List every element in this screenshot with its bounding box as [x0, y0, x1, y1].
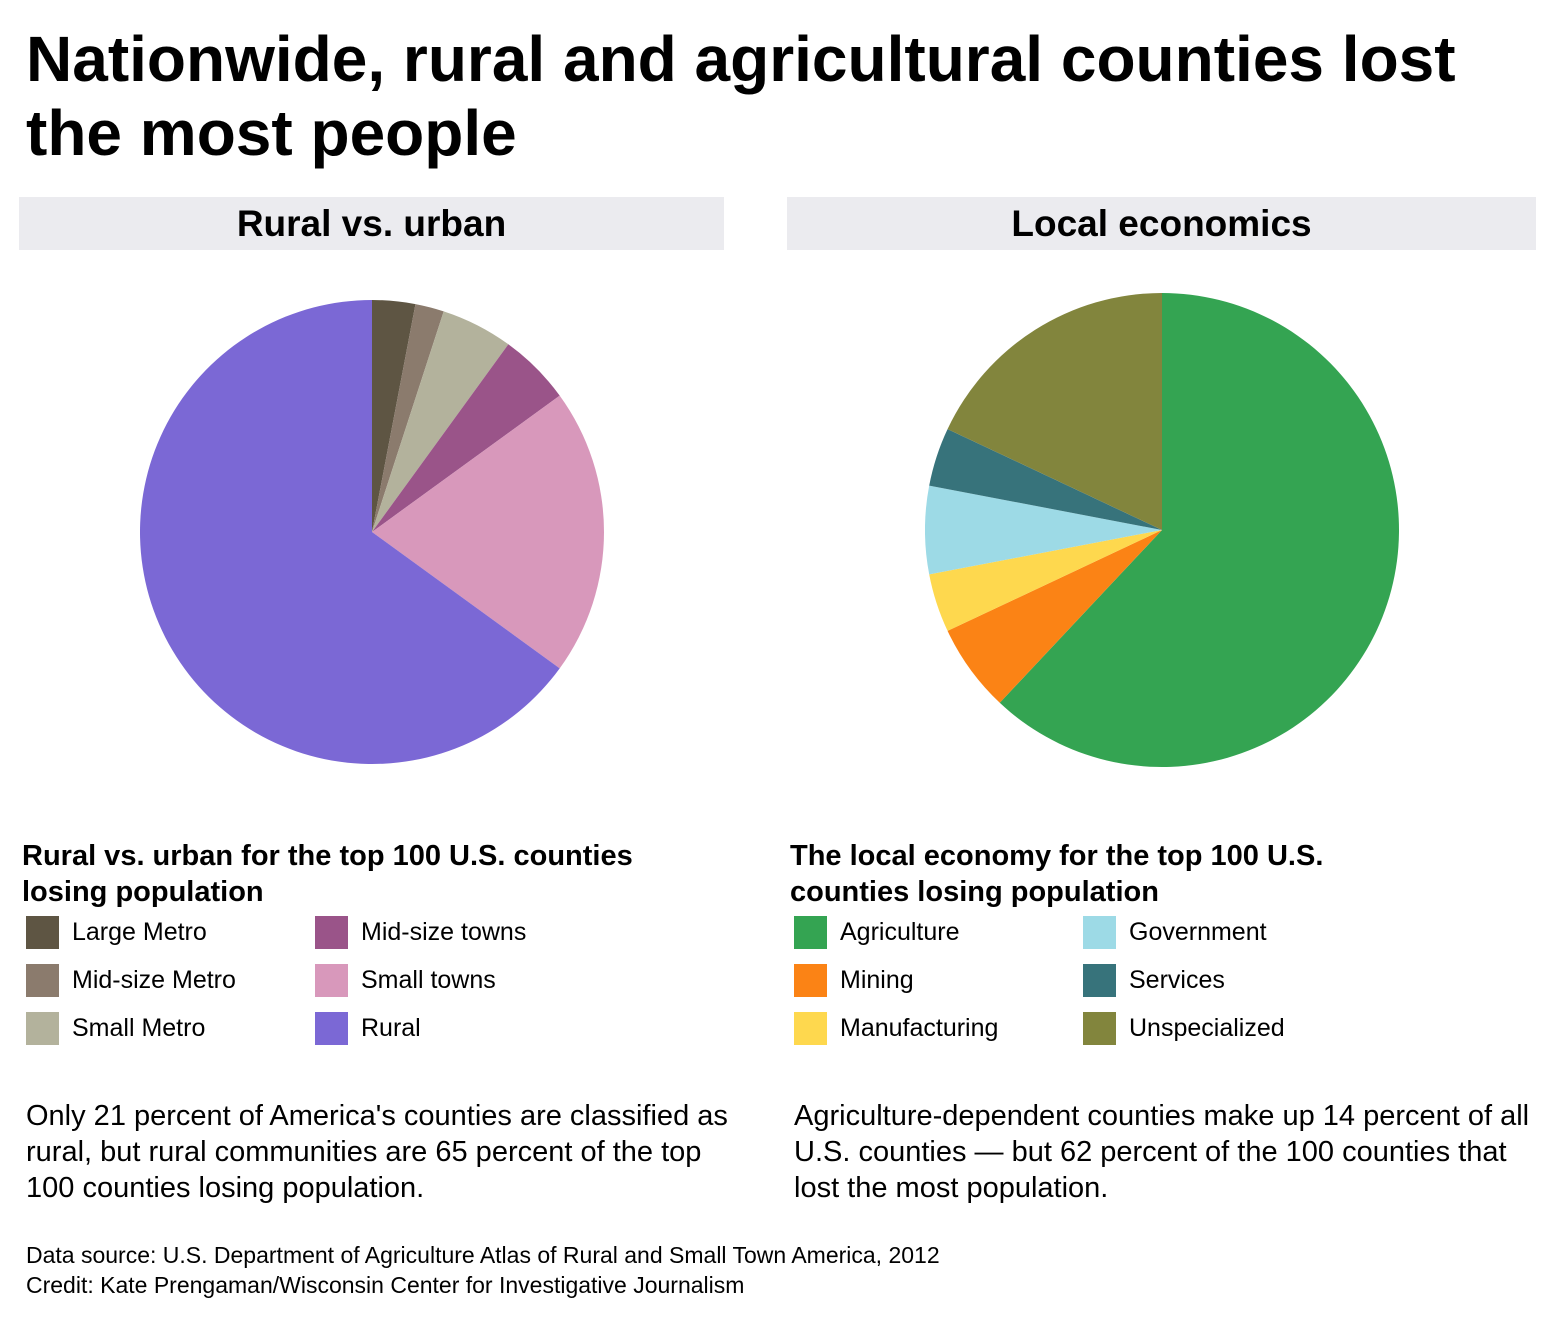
pie-slice-small-metro [372, 311, 509, 532]
legend-label: Agriculture [840, 918, 960, 946]
legend-swatch [315, 916, 348, 949]
legend-swatch [1083, 964, 1116, 997]
legend-swatch [794, 1012, 827, 1045]
legend-label: Small towns [361, 966, 496, 994]
legend-swatch [26, 1012, 59, 1045]
legend-label: Mid-size Metro [72, 966, 236, 994]
legend-label: Large Metro [72, 918, 207, 946]
pie-slice-rural [140, 300, 560, 764]
legend-swatch [1083, 916, 1116, 949]
pie-slice-mid-size-towns [372, 344, 560, 532]
legend-label: Small Metro [72, 1014, 206, 1042]
legend-swatch [794, 916, 827, 949]
pie-slice-government [925, 485, 1162, 575]
panel-title-local-economics: Local economics [787, 197, 1536, 250]
credit: Credit: Kate Prengaman/Wisconsin Center … [26, 1272, 745, 1298]
panel-title-rural-urban: Rural vs. urban [19, 197, 724, 250]
legend-title-local-economics: The local economy for the top 100 U.S. c… [790, 840, 1324, 908]
legend-label: Mid-size towns [361, 918, 527, 946]
legend-swatch [26, 916, 59, 949]
legend-swatch [315, 964, 348, 997]
pie-slice-mining [947, 530, 1162, 703]
pie-slice-large-metro [372, 300, 416, 532]
legend-swatch [1083, 1012, 1116, 1045]
pie-slice-manufacturing [929, 530, 1162, 631]
legend-label: Government [1129, 918, 1267, 946]
legend-swatch [794, 964, 827, 997]
note-rural-urban: Only 21 percent of America's counties ar… [26, 1100, 728, 1204]
legend-swatch [315, 1012, 348, 1045]
pie-chart-rural-urban [140, 300, 604, 764]
pie-slice-mid-size-metro [372, 304, 444, 532]
pie-slice-unspecialized [947, 293, 1162, 530]
legend-title-rural-urban: Rural vs. urban for the top 100 U.S. cou… [22, 840, 633, 908]
legend-swatch [26, 964, 59, 997]
note-local-economics: Agriculture-dependent counties make up 1… [794, 1100, 1530, 1204]
chart-title: Nationwide, rural and agricultural count… [26, 23, 1456, 169]
legend-label: Services [1129, 966, 1225, 994]
pie-slice-small-towns [372, 395, 604, 669]
legend-label: Unspecialized [1129, 1014, 1285, 1042]
data-source: Data source: U.S. Department of Agricult… [26, 1242, 940, 1268]
legend-label: Rural [361, 1014, 421, 1042]
pie-slice-agriculture [999, 293, 1399, 767]
legend-label: Manufacturing [840, 1014, 999, 1042]
pie-slice-services [929, 429, 1162, 530]
pie-chart-local-economics [925, 293, 1399, 767]
legend-label: Mining [840, 966, 914, 994]
